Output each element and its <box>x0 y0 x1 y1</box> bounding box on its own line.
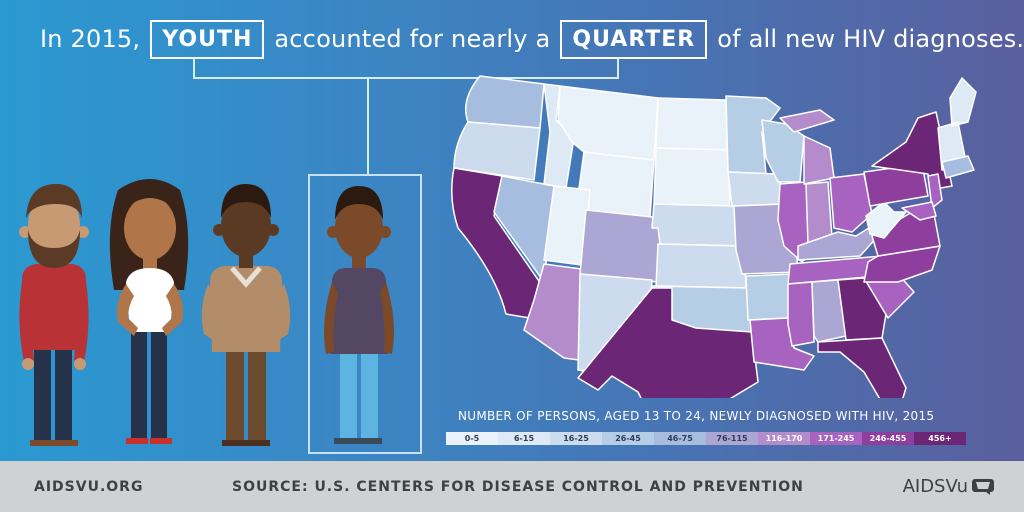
state-arkansas <box>745 273 793 321</box>
state-texas <box>577 287 759 398</box>
legend: 0-5 6-15 16-25 26-45 46-75 76-115 116-170 171-2… <box>446 432 966 445</box>
sweater-man-figure <box>201 184 291 446</box>
us-map-icon <box>972 478 994 495</box>
state-mississippi <box>787 281 815 347</box>
footer: AIDSVU.ORG SOURCE: U.S. CENTERS FOR DISE… <box>0 461 1024 512</box>
brand-text: AIDSVu <box>902 476 968 497</box>
state-virginia <box>871 211 941 257</box>
connector-left-drop <box>193 58 195 78</box>
brand-logo: AIDSVu <box>903 476 994 497</box>
youth-figure <box>324 186 394 444</box>
source-text: SOURCE: U.S. CENTERS FOR DISEASE CONTROL… <box>232 478 804 495</box>
headline-part3: of all new HIV diagnoses. <box>717 25 1024 53</box>
headline-part2: accounted for nearly a <box>274 25 551 53</box>
legend-swatch: 0-5 <box>446 432 498 445</box>
headline-part1: In 2015, <box>40 25 141 53</box>
legend-swatch: 246-455 <box>862 432 914 445</box>
legend-swatch: 116-170 <box>758 432 810 445</box>
state-kansas <box>655 243 747 289</box>
site-url[interactable]: AIDSVU.ORG <box>34 478 144 495</box>
state-nebraska <box>651 203 743 247</box>
connector-right-drop <box>617 58 619 78</box>
people-illustration <box>19 179 394 446</box>
connector-down <box>367 77 369 175</box>
woman-figure <box>109 179 189 444</box>
headline: In 2015, YOUTH accounted for nearly a QU… <box>40 18 1024 60</box>
legend-title: NUMBER OF PERSONS, AGED 13 TO 24, NEWLY … <box>458 409 935 423</box>
connector-horizontal <box>193 77 619 79</box>
legend-swatch: 456+ <box>914 432 966 445</box>
state-south-dakota <box>653 147 731 207</box>
legend-swatch: 76-115 <box>706 432 758 445</box>
legend-swatch: 46-75 <box>654 432 706 445</box>
state-new-jersey <box>927 173 943 209</box>
legend-swatch: 6-15 <box>498 432 550 445</box>
legend-swatch: 171-245 <box>810 432 862 445</box>
legend-swatch: 26-45 <box>602 432 654 445</box>
state-new-england <box>937 77 977 171</box>
state-georgia <box>837 277 887 341</box>
bearded-man-figure <box>19 184 89 446</box>
state-colorado <box>579 209 663 283</box>
state-maryland <box>901 201 937 221</box>
state-oregon <box>453 121 541 181</box>
state-florida <box>817 337 907 398</box>
state-california <box>451 167 553 321</box>
youth-figure-box <box>308 174 422 454</box>
quarter-box: QUARTER <box>560 19 708 59</box>
state-southern-new-england <box>941 155 975 179</box>
state-alabama <box>811 279 847 343</box>
state-north-dakota <box>655 97 729 151</box>
youth-box: YOUTH <box>150 19 265 59</box>
state-ohio <box>829 173 873 233</box>
legend-swatch: 16-25 <box>550 432 602 445</box>
state-washington <box>465 75 545 129</box>
us-map <box>451 75 977 398</box>
